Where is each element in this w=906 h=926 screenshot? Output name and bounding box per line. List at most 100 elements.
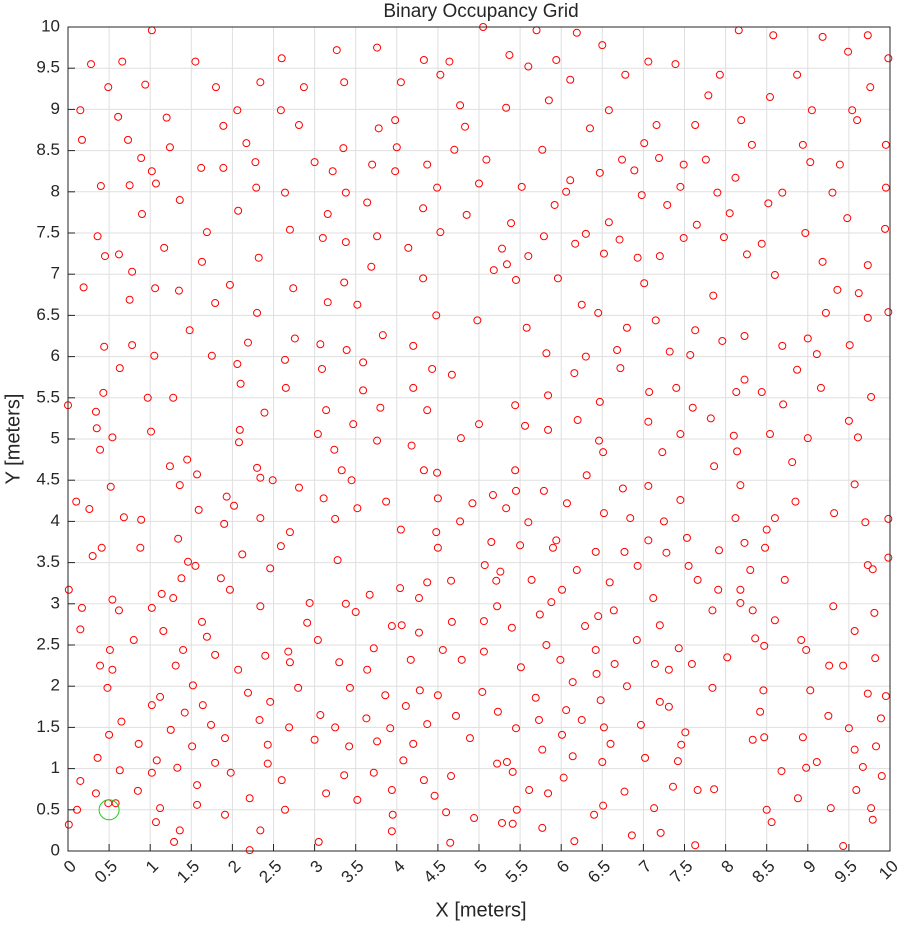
data-point [767, 818, 776, 827]
x-tick-label: 9.5 [831, 857, 861, 887]
data-point [475, 420, 483, 429]
data-point [117, 717, 126, 726]
data-point [708, 606, 717, 615]
data-point [538, 745, 547, 754]
data-point [310, 158, 319, 167]
data-point [318, 233, 327, 242]
data-point [539, 232, 548, 241]
data-point [863, 31, 872, 40]
data-point [436, 70, 445, 79]
data-point [183, 455, 192, 464]
data-point [387, 786, 396, 795]
data-point [691, 121, 700, 130]
data-point [732, 388, 741, 397]
data-point [404, 243, 413, 252]
data-point [585, 124, 594, 133]
data-point [221, 734, 230, 743]
data-point [387, 827, 396, 836]
data-point [552, 536, 561, 545]
data-point [359, 386, 368, 395]
data-point [147, 26, 156, 35]
data-point [79, 283, 88, 292]
data-point [765, 430, 774, 439]
data-point [193, 470, 202, 479]
data-point [736, 481, 745, 490]
data-point [391, 167, 400, 176]
data-point [550, 200, 559, 209]
data-point [884, 514, 893, 523]
data-point [679, 233, 688, 242]
data-point [211, 299, 220, 308]
data-point [480, 561, 489, 570]
data-point [151, 284, 160, 293]
y-tick-label: 7 [51, 264, 60, 283]
data-point [488, 491, 497, 500]
data-point [96, 182, 105, 191]
data-point [193, 781, 202, 790]
data-point [340, 771, 349, 780]
data-point [225, 280, 234, 289]
data-point [362, 714, 371, 723]
x-tick-label: 1.5 [173, 857, 203, 887]
data-point [505, 51, 514, 60]
data-point [818, 257, 827, 266]
data-point [492, 576, 501, 585]
data-point [828, 188, 837, 197]
data-point [281, 383, 290, 392]
data-point [438, 645, 447, 654]
data-point [606, 739, 615, 748]
data-point [162, 113, 171, 122]
data-point [884, 553, 893, 562]
data-point [806, 686, 815, 695]
data-point [202, 632, 211, 641]
data-point [373, 232, 382, 241]
data-point [335, 658, 344, 667]
data-point [432, 528, 441, 537]
data-point [188, 742, 197, 751]
x-tick-label: 2 [224, 857, 244, 877]
data-point [489, 266, 498, 275]
data-point [363, 665, 372, 674]
data-point [861, 518, 870, 527]
data-point [136, 543, 145, 552]
y-tick-label: 10 [41, 16, 60, 35]
data-point [91, 407, 100, 416]
data-point [285, 225, 294, 234]
data-point [502, 260, 511, 269]
data-point [341, 599, 350, 608]
data-point [640, 139, 649, 148]
data-point [633, 253, 642, 262]
data-point [114, 250, 123, 259]
data-point [511, 401, 520, 410]
data-point [129, 636, 138, 645]
data-point [507, 623, 516, 632]
data-point [147, 701, 156, 710]
data-point [684, 561, 693, 570]
data-point [522, 323, 531, 332]
data-point [525, 786, 534, 795]
data-point [664, 702, 673, 711]
data-point [812, 350, 821, 359]
data-point [396, 525, 405, 534]
data-point [284, 647, 293, 656]
data-point [134, 739, 143, 748]
data-point [115, 364, 124, 373]
data-point [544, 789, 553, 798]
data-point [407, 441, 416, 450]
data-point [433, 183, 442, 192]
x-tick-label: 3.5 [338, 857, 368, 887]
x-tick-label: 7 [635, 857, 655, 877]
data-point [637, 191, 646, 200]
data-point [673, 757, 682, 766]
data-point [432, 311, 441, 320]
y-tick-label: 9 [51, 99, 60, 118]
data-point [310, 735, 319, 744]
data-point [323, 210, 332, 219]
data-point [447, 617, 456, 626]
data-point [339, 144, 348, 153]
data-point [757, 239, 766, 248]
data-point [313, 430, 322, 439]
data-point [143, 393, 152, 402]
data-point [313, 636, 322, 645]
data-point [256, 826, 265, 835]
